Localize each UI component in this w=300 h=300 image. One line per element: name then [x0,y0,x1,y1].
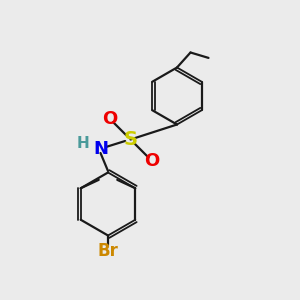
Text: N: N [93,140,108,158]
Text: S: S [124,130,137,149]
Text: H: H [76,136,89,151]
Text: O: O [144,152,159,169]
Text: Br: Br [98,242,118,260]
Text: O: O [102,110,117,128]
